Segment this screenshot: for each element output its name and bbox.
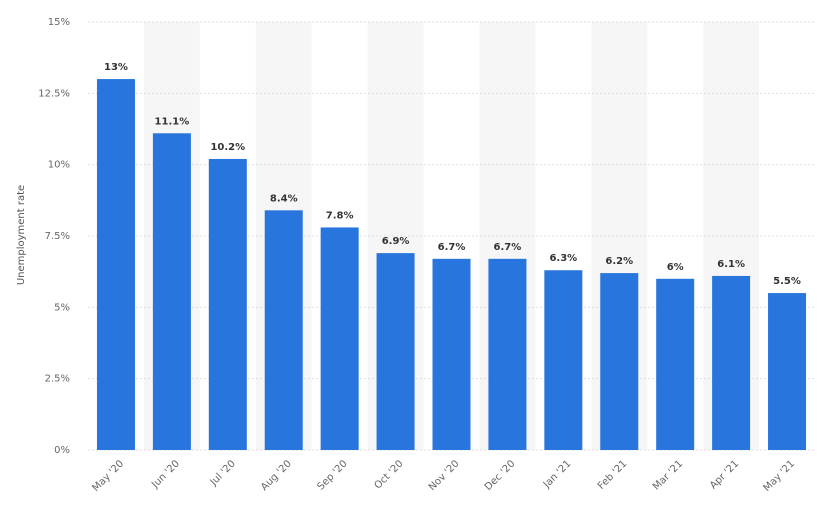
data-label: 6% xyxy=(667,262,684,273)
x-tick-label: Nov '20 xyxy=(427,458,462,493)
bar xyxy=(768,293,807,450)
data-label: 6.3% xyxy=(549,253,577,264)
bar xyxy=(656,278,695,450)
bar xyxy=(488,258,527,450)
x-tick-label: Jan '21 xyxy=(541,458,574,491)
y-tick-label: 2.5% xyxy=(45,374,70,385)
x-tick-label: Apr '21 xyxy=(708,458,741,491)
data-label: 5.5% xyxy=(773,276,801,287)
x-tick-label: Dec '20 xyxy=(483,458,518,493)
x-axis-ticks: May '20 Jun '20 Jul '20 Aug '20 Sep '20 Oct '… xyxy=(90,458,797,494)
x-tick-label: Mar '21 xyxy=(651,458,685,492)
x-tick-label: Sep '20 xyxy=(315,458,349,492)
x-tick-label: Jun '20 xyxy=(149,458,182,491)
x-tick-label: Aug '20 xyxy=(259,458,294,493)
bar xyxy=(544,270,583,450)
data-label: 6.7% xyxy=(494,242,522,253)
y-tick-label: 12.5% xyxy=(38,88,70,99)
data-label: 10.2% xyxy=(210,142,245,153)
bar xyxy=(152,133,191,450)
y-axis-label: Unemployment rate xyxy=(16,185,27,285)
x-tick-label: May '20 xyxy=(90,458,126,494)
bars xyxy=(96,79,807,451)
y-tick-label: 0% xyxy=(54,445,70,456)
data-label: 6.7% xyxy=(438,242,466,253)
bar xyxy=(432,258,471,450)
y-tick-label: 5% xyxy=(54,302,70,313)
bar xyxy=(376,253,415,450)
data-label: 11.1% xyxy=(155,116,190,127)
data-label: 8.4% xyxy=(270,193,298,204)
y-tick-label: 7.5% xyxy=(45,231,70,242)
y-tick-label: 10% xyxy=(48,160,70,171)
bar xyxy=(320,227,359,450)
data-labels: 13% 11.1% 10.2% 8.4% 7.8% 6.9% 6.7% 6.7% 6.3% 6.2… xyxy=(104,62,801,287)
x-tick-label: May '21 xyxy=(762,458,798,494)
bar xyxy=(264,210,303,450)
y-tick-label: 15% xyxy=(48,17,70,28)
y-axis-ticks: 0% 2.5% 5% 7.5% 10% 12.5% 15% xyxy=(38,17,70,456)
data-label: 6.9% xyxy=(382,236,410,247)
data-label: 6.1% xyxy=(717,259,745,270)
bar xyxy=(600,273,639,450)
data-label: 13% xyxy=(104,62,128,73)
x-tick-label: Oct '20 xyxy=(372,458,405,491)
data-label: 7.8% xyxy=(326,210,354,221)
bar xyxy=(208,158,247,450)
bar xyxy=(96,79,135,451)
bar xyxy=(712,275,751,450)
x-tick-label: Feb '21 xyxy=(596,458,629,491)
x-tick-label: Jul '20 xyxy=(208,458,238,488)
data-label: 6.2% xyxy=(605,256,633,267)
